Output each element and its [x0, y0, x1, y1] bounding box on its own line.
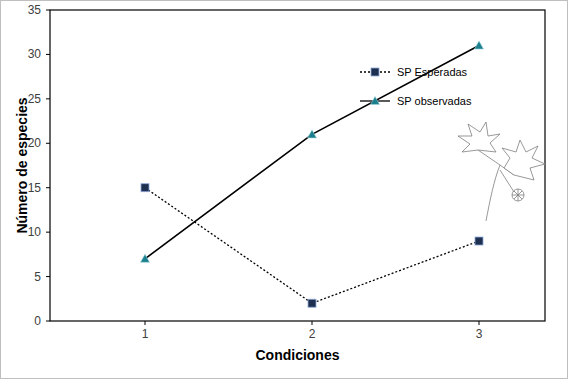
y-tick [46, 143, 50, 144]
series-line [145, 46, 479, 259]
y-tick [46, 321, 50, 322]
outer-border [1, 1, 568, 379]
series-marker [141, 254, 150, 262]
legend: SP Esperadas SP observadas [360, 66, 472, 107]
x-tick [145, 321, 146, 325]
x-tick-label: 3 [476, 327, 483, 341]
plot-data [141, 41, 484, 307]
y-tick-label: 0 [34, 314, 41, 328]
y-tick [46, 54, 50, 55]
series-line [145, 188, 479, 304]
series-marker [475, 237, 483, 245]
legend-label: SP observadas [397, 95, 472, 107]
y-tick [46, 10, 50, 11]
leaf-left [458, 122, 500, 152]
y-tick [46, 187, 50, 188]
y-tick-label: 30 [28, 47, 42, 61]
legend-marker [371, 97, 380, 105]
x-tick [312, 321, 313, 325]
y-tick-label: 35 [28, 3, 42, 17]
x-tick-label: 1 [142, 327, 149, 341]
x-tick [479, 321, 480, 325]
plot-frame [50, 10, 545, 321]
x-axis-title: Condiciones [255, 347, 339, 363]
chart-svg: 05101520253035123CondicionesNúmero de es… [0, 0, 568, 379]
series-marker [475, 41, 484, 49]
leaf-illustration [458, 122, 545, 221]
series-marker [308, 130, 317, 138]
y-tick-label: 5 [34, 270, 41, 284]
legend-marker [371, 68, 379, 76]
seed-spikes [500, 170, 524, 201]
leaf-right [502, 140, 545, 180]
y-tick [46, 276, 50, 277]
series-marker [141, 184, 149, 192]
x-tick-label: 2 [309, 327, 316, 341]
y-tick [46, 232, 50, 233]
legend-label: SP Esperadas [397, 66, 468, 78]
series-marker [308, 299, 316, 307]
chart-root: 05101520253035123CondicionesNúmero de es… [0, 0, 568, 379]
y-tick [46, 98, 50, 99]
y-axis-title: Número de especies [14, 97, 30, 233]
